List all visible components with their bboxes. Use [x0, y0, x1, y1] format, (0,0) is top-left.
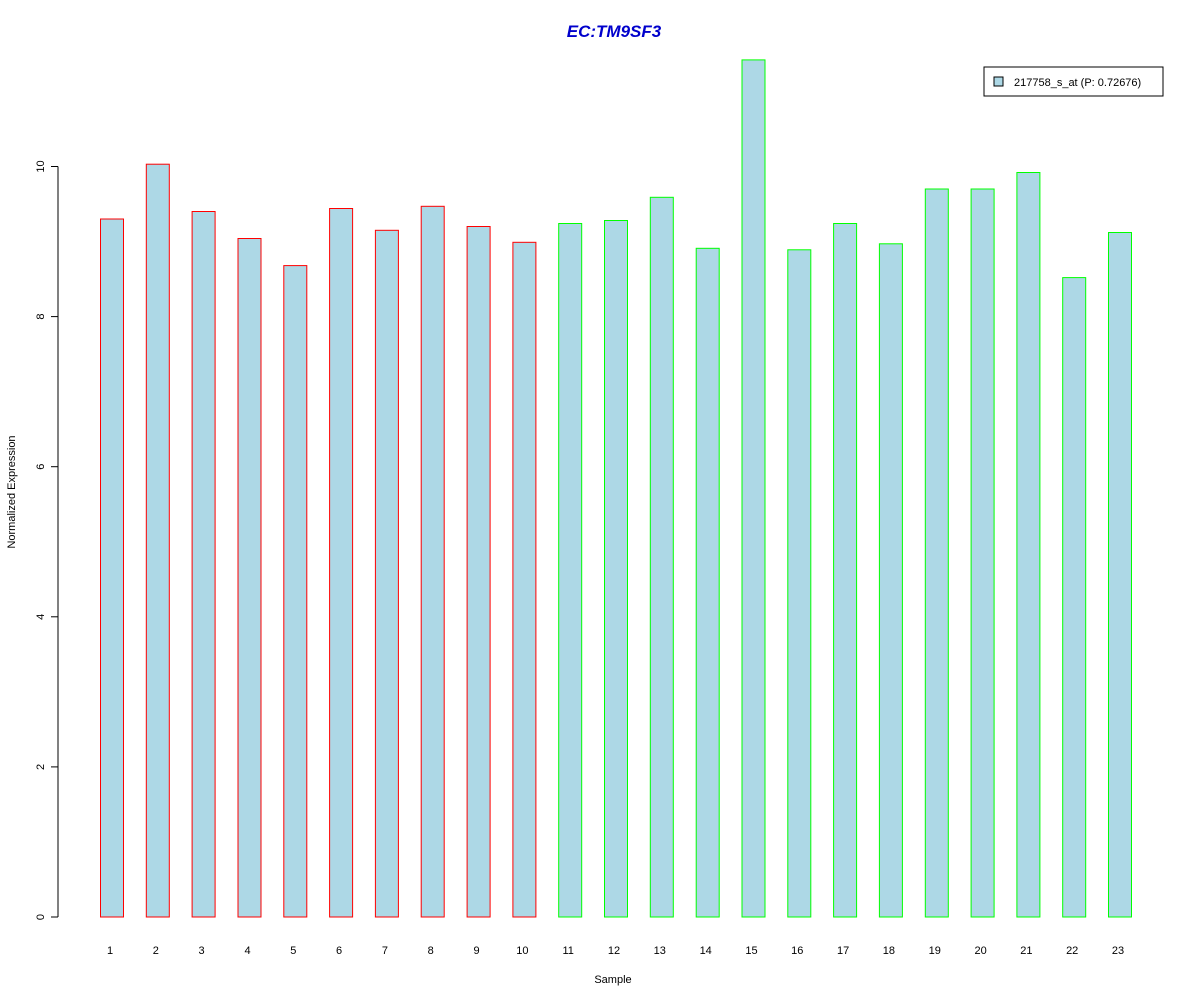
x-tick-label: 17: [837, 945, 849, 957]
bar: [420, 205, 445, 918]
bar: [283, 265, 308, 918]
x-tick-label: 9: [474, 945, 480, 957]
x-tick-label: 1: [107, 945, 113, 957]
legend-swatch: [993, 76, 1004, 87]
x-tick-label: 14: [700, 945, 712, 957]
chart-title: EC:TM9SF3: [567, 22, 662, 41]
x-tick-label: 3: [199, 945, 205, 957]
x-tick-label: 2: [153, 945, 159, 957]
y-tick-label: 0: [35, 914, 47, 920]
x-tick-label: 12: [608, 945, 620, 957]
bar: [512, 241, 537, 918]
x-tick-label: 11: [562, 945, 573, 957]
x-tick-label: 21: [1020, 945, 1032, 957]
bar: [1016, 172, 1041, 918]
x-tick-label: 10: [516, 945, 528, 957]
x-tick-label: 8: [428, 945, 434, 957]
bar: [374, 229, 399, 918]
y-tick-label: 6: [35, 464, 47, 470]
y-axis-label: Normalized Expression: [6, 435, 18, 548]
x-tick-label: 20: [974, 945, 986, 957]
x-axis-label: Sample: [594, 974, 631, 986]
y-tick-label: 2: [35, 764, 47, 770]
bar: [604, 220, 628, 918]
legend-entry-label: 217758_s_at (P: 0.72676): [1014, 77, 1141, 89]
x-tick-label: 23: [1112, 945, 1124, 957]
x-tick-labels: 1 2 3 4 5 6 7 8 9 10 11 12 13 14 15 16 17 18 19 20 21 22 23: [107, 945, 1124, 957]
bar: [466, 226, 491, 918]
legend: 217758_s_at (P: 0.72676): [983, 66, 1164, 97]
bar: [649, 196, 674, 918]
x-tick-label: 4: [244, 945, 250, 957]
bars-group: [100, 59, 1132, 918]
bar: [558, 223, 583, 918]
x-tick-label: 15: [745, 945, 757, 957]
x-tick-label: 6: [336, 945, 342, 957]
y-axis: 0 2 4 6 8 10: [35, 160, 59, 920]
bar: [787, 249, 812, 918]
y-tick-label: 4: [35, 614, 47, 620]
bar: [145, 163, 170, 918]
bar: [833, 223, 858, 918]
bar: [100, 218, 124, 918]
bar: [237, 238, 262, 918]
y-tick-label: 10: [35, 160, 47, 172]
bar: [191, 211, 216, 918]
bar: [1062, 277, 1087, 918]
x-tick-label: 7: [382, 945, 388, 957]
x-tick-label: 16: [791, 945, 803, 957]
x-tick-label: 5: [290, 945, 296, 957]
y-tick-label: 8: [35, 314, 47, 320]
legend-box: [983, 66, 1164, 97]
bar: [741, 59, 766, 918]
bar: [1108, 232, 1132, 918]
x-tick-label: 18: [883, 945, 895, 957]
bar: [695, 247, 720, 918]
bar: [878, 243, 903, 918]
x-tick-label: 19: [929, 945, 941, 957]
bar: [329, 208, 354, 918]
x-tick-label: 22: [1066, 945, 1078, 957]
x-tick-label: 13: [654, 945, 666, 957]
bar: [970, 188, 995, 918]
bar: [924, 188, 949, 918]
